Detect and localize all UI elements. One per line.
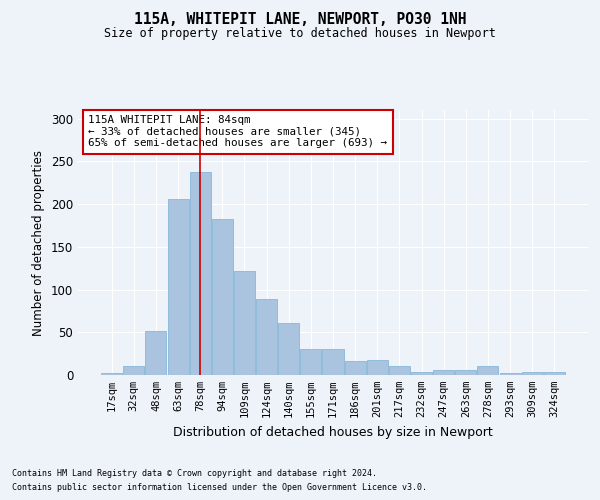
Text: Contains HM Land Registry data © Crown copyright and database right 2024.: Contains HM Land Registry data © Crown c… [12, 468, 377, 477]
Bar [544, 372, 565, 375]
Y-axis label: Number of detached properties: Number of detached properties [32, 150, 46, 336]
Text: 115A WHITEPIT LANE: 84sqm
← 33% of detached houses are smaller (345)
65% of semi: 115A WHITEPIT LANE: 84sqm ← 33% of detac… [88, 116, 387, 148]
Bar [301, 350, 322, 375]
Bar [411, 372, 432, 375]
Bar [322, 350, 344, 375]
Text: Contains public sector information licensed under the Open Government Licence v3: Contains public sector information licen… [12, 484, 427, 492]
Bar [389, 366, 410, 375]
Bar [256, 299, 277, 375]
X-axis label: Distribution of detached houses by size in Newport: Distribution of detached houses by size … [173, 426, 493, 438]
Bar [145, 330, 166, 375]
Bar [234, 270, 255, 375]
Bar [124, 366, 145, 375]
Bar [455, 370, 476, 375]
Bar [433, 370, 454, 375]
Bar [167, 199, 188, 375]
Bar [367, 360, 388, 375]
Bar [478, 366, 499, 375]
Bar [212, 220, 233, 375]
Bar [500, 374, 521, 375]
Bar [278, 323, 299, 375]
Bar [101, 374, 122, 375]
Text: Size of property relative to detached houses in Newport: Size of property relative to detached ho… [104, 28, 496, 40]
Bar [344, 362, 365, 375]
Text: 115A, WHITEPIT LANE, NEWPORT, PO30 1NH: 115A, WHITEPIT LANE, NEWPORT, PO30 1NH [134, 12, 466, 28]
Bar [190, 172, 211, 375]
Bar [521, 372, 542, 375]
